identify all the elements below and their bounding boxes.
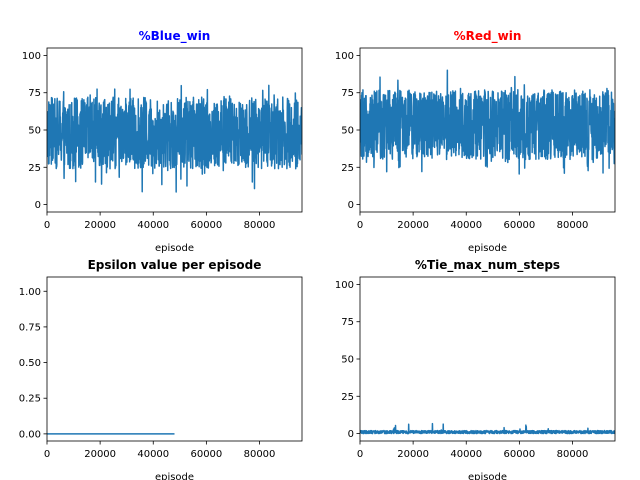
subplot-epsilon: Epsilon value per episode episode 0 20000… — [19, 258, 303, 480]
x-tick-label: 80000 — [557, 220, 589, 231]
x-tick-label: 80000 — [557, 449, 589, 460]
y-tick-label: 75 — [28, 88, 41, 99]
x-tick-label: 40000 — [450, 449, 482, 460]
y-tick-label: 0 — [348, 429, 354, 440]
x-tick-label: 60000 — [503, 220, 535, 231]
y-tick-label: 0.50 — [19, 358, 41, 369]
y-tick-label: 50 — [341, 355, 354, 366]
x-tick-label: 0 — [357, 220, 363, 231]
subplot-title: %Red_win — [454, 29, 522, 44]
y-tick-label: 25 — [341, 163, 354, 174]
plot-frame — [46, 276, 303, 442]
x-tick-label: 20000 — [397, 220, 429, 231]
y-tick-label: 25 — [341, 392, 354, 403]
y-tick-label: 50 — [28, 126, 41, 137]
x-tick-label: 40000 — [137, 449, 169, 460]
y-tick-label: 100 — [22, 51, 41, 62]
subplot-title: %Blue_win — [139, 29, 211, 44]
y-tick-label: 75 — [341, 88, 354, 99]
subplot-title: Epsilon value per episode — [88, 258, 262, 272]
y-tick-label: 1.00 — [19, 287, 41, 298]
x-tick-label: 80000 — [244, 449, 276, 460]
y-tick-label: 0.00 — [19, 429, 41, 440]
subplot-blue-win: %Blue_win episode 0 20000 40000 60000 80000 0… — [22, 29, 303, 254]
x-tick-label: 20000 — [397, 449, 429, 460]
x-tick-label: 60000 — [190, 449, 222, 460]
x-axis-label: episode — [155, 472, 194, 480]
y-tick-label: 0.25 — [19, 394, 41, 405]
x-tick-label: 60000 — [190, 220, 222, 231]
x-tick-label: 40000 — [450, 220, 482, 231]
x-tick-label: 0 — [44, 449, 50, 460]
subplot-tie-max-num-steps: %Tie_max_num_steps episode 0 20000 40000 60… — [335, 258, 616, 480]
x-tick-label: 80000 — [244, 220, 276, 231]
x-tick-label: 20000 — [84, 449, 116, 460]
x-tick-label: 40000 — [137, 220, 169, 231]
y-tick-label: 75 — [341, 317, 354, 328]
series-line — [47, 84, 302, 193]
y-tick-label: 0 — [348, 200, 354, 211]
y-tick-label: 25 — [28, 163, 41, 174]
x-tick-label: 20000 — [84, 220, 116, 231]
x-axis-label: episode — [155, 243, 194, 254]
series-line — [360, 422, 615, 435]
y-tick-label: 100 — [335, 51, 354, 62]
y-tick-label: 0 — [35, 200, 41, 211]
series-line — [360, 69, 615, 175]
subplot-title: %Tie_max_num_steps — [415, 258, 560, 273]
y-tick-label: 0.75 — [19, 322, 41, 333]
y-tick-label: 100 — [335, 280, 354, 291]
x-tick-label: 60000 — [503, 449, 535, 460]
x-axis-label: episode — [468, 243, 507, 254]
subplot-red-win: %Red_win episode 0 20000 40000 60000 80000 0 2… — [335, 29, 616, 254]
x-tick-label: 0 — [44, 220, 50, 231]
y-tick-label: 50 — [341, 126, 354, 137]
x-axis-label: episode — [468, 472, 507, 480]
x-tick-label: 0 — [357, 449, 363, 460]
